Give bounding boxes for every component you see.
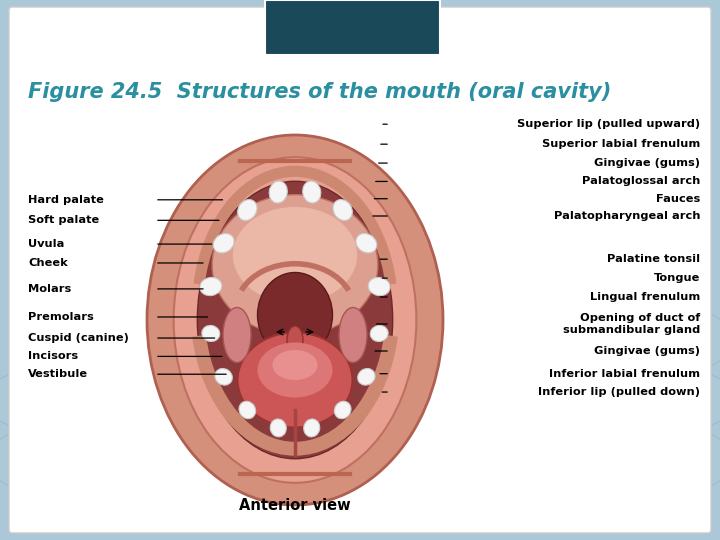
Text: Inferior labial frenulum: Inferior labial frenulum (549, 369, 700, 379)
Bar (265, 0, 440, 55)
Ellipse shape (238, 200, 257, 220)
Text: Hard palate: Hard palate (28, 195, 104, 205)
Ellipse shape (215, 368, 233, 385)
Text: Superior lip (pulled upward): Superior lip (pulled upward) (517, 119, 700, 129)
Text: Palatine tonsil: Palatine tonsil (607, 254, 700, 264)
Ellipse shape (239, 401, 256, 418)
Ellipse shape (269, 181, 287, 203)
Ellipse shape (147, 135, 443, 505)
Ellipse shape (368, 278, 390, 295)
Ellipse shape (370, 326, 388, 341)
Text: Cuspid (canine): Cuspid (canine) (28, 333, 129, 343)
Ellipse shape (200, 278, 222, 295)
Ellipse shape (333, 200, 352, 220)
Text: Incisors: Incisors (28, 352, 78, 361)
Ellipse shape (258, 273, 333, 357)
Text: Inferior lip (pulled down): Inferior lip (pulled down) (538, 387, 700, 397)
Text: Palatoglossal arch: Palatoglossal arch (582, 177, 700, 186)
Ellipse shape (174, 157, 416, 483)
Ellipse shape (212, 195, 378, 335)
Text: Tongue: Tongue (654, 273, 700, 283)
Text: Cheek: Cheek (28, 258, 68, 268)
Ellipse shape (238, 333, 353, 428)
Text: Premolars: Premolars (28, 312, 94, 322)
Ellipse shape (270, 419, 287, 437)
Ellipse shape (233, 207, 357, 303)
Ellipse shape (272, 350, 318, 380)
Ellipse shape (213, 233, 234, 253)
Text: Gingivae (gums): Gingivae (gums) (594, 158, 700, 168)
Ellipse shape (356, 233, 377, 253)
Text: Opening of duct of
submandibular gland: Opening of duct of submandibular gland (563, 313, 700, 335)
Ellipse shape (202, 326, 220, 341)
Text: Gingivae (gums): Gingivae (gums) (594, 346, 700, 356)
Ellipse shape (358, 368, 375, 385)
Text: Anterior view: Anterior view (239, 497, 351, 512)
Text: Soft palate: Soft palate (28, 215, 99, 225)
Text: Molars: Molars (28, 284, 71, 294)
Ellipse shape (302, 181, 321, 203)
Ellipse shape (258, 342, 333, 397)
Ellipse shape (339, 307, 367, 362)
Ellipse shape (304, 419, 320, 437)
Ellipse shape (287, 326, 303, 354)
Text: Figure 24.5  Structures of the mouth (oral cavity): Figure 24.5 Structures of the mouth (ora… (28, 82, 611, 102)
Text: Vestibule: Vestibule (28, 369, 88, 379)
Ellipse shape (334, 401, 351, 418)
Text: Uvula: Uvula (28, 239, 64, 249)
Text: Fauces: Fauces (656, 194, 700, 204)
FancyBboxPatch shape (9, 7, 711, 533)
Ellipse shape (223, 307, 251, 362)
Ellipse shape (197, 181, 392, 459)
Text: Superior labial frenulum: Superior labial frenulum (541, 139, 700, 149)
Text: Lingual frenulum: Lingual frenulum (590, 292, 700, 302)
Text: Palatopharyngeal arch: Palatopharyngeal arch (554, 211, 700, 221)
